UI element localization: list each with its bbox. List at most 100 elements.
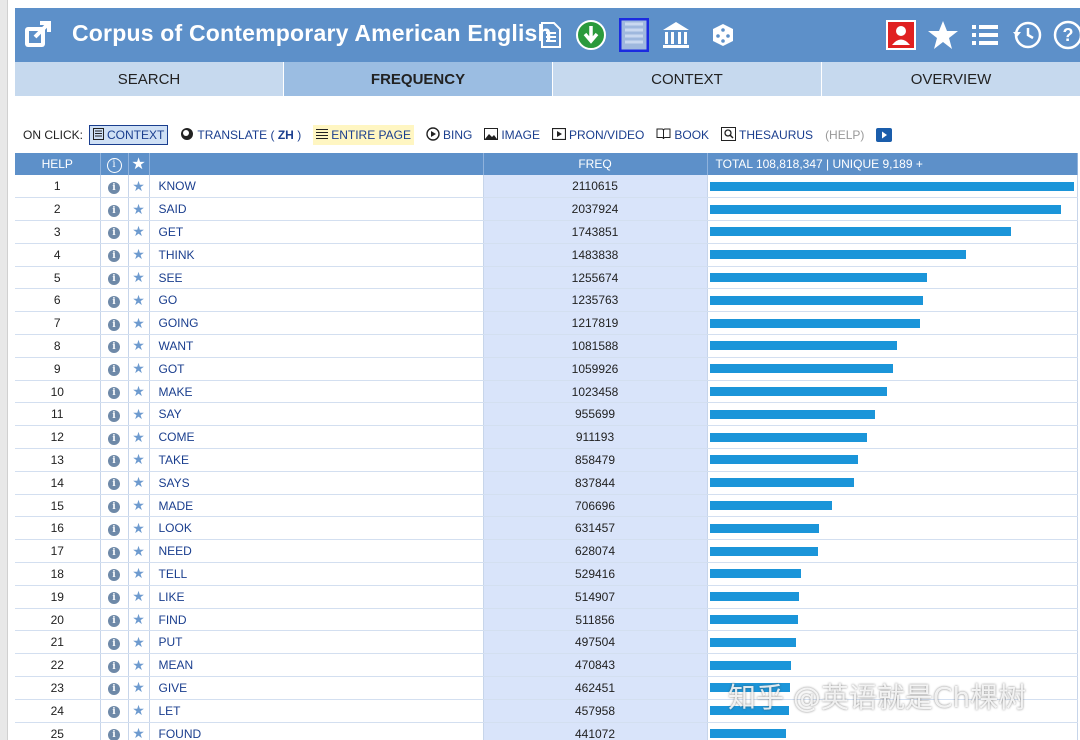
play-icon[interactable]	[876, 125, 893, 145]
image-option[interactable]: IMAGE	[484, 125, 540, 145]
star-icon[interactable]: ★	[132, 633, 145, 650]
star-icon[interactable]: ★	[132, 291, 145, 308]
pron-video-option[interactable]: PRON/VIDEO	[551, 125, 644, 145]
word-link[interactable]: GOING	[149, 311, 484, 336]
info-icon[interactable]: i	[108, 683, 120, 696]
word-link[interactable]: FIND	[149, 608, 484, 632]
table-row[interactable]: 1 i ★ KNOW 2110615	[15, 175, 1078, 199]
info-icon[interactable]: i	[108, 250, 120, 263]
star-icon[interactable]: ★	[132, 497, 145, 514]
star-icon[interactable]: ★	[132, 565, 145, 582]
help-icon[interactable]: ?	[1051, 19, 1080, 51]
word-link[interactable]: WANT	[149, 334, 484, 358]
info-icon[interactable]: i	[108, 501, 120, 514]
table-row[interactable]: 6 i ★ GO 1235763	[15, 288, 1078, 313]
table-row[interactable]: 7 i ★ GOING 1217819	[15, 311, 1078, 336]
info-icon[interactable]: i	[108, 706, 120, 719]
star-icon[interactable]: ★	[132, 223, 145, 240]
star-icon[interactable]: ★	[132, 679, 145, 696]
total-column-header[interactable]: TOTAL 108,818,347 | UNIQUE 9,189 +	[707, 153, 1078, 175]
star-icon[interactable]: ★	[132, 337, 145, 354]
table-row[interactable]: 22 i ★ MEAN 470843	[15, 653, 1078, 678]
table-row[interactable]: 24 i ★ LET 457958	[15, 699, 1078, 723]
star-icon[interactable]: ★	[132, 474, 145, 491]
help-link[interactable]: (HELP)	[825, 128, 865, 142]
word-link[interactable]: THINK	[149, 243, 484, 267]
star-icon[interactable]: ★	[132, 702, 145, 719]
info-icon[interactable]: i	[108, 729, 120, 740]
table-row[interactable]: 14 i ★ SAYS 837844	[15, 471, 1078, 495]
word-link[interactable]: GO	[149, 288, 484, 313]
info-icon[interactable]: i	[108, 295, 120, 308]
word-link[interactable]: GIVE	[149, 676, 484, 700]
table-row[interactable]: 11 i ★ SAY 955699	[15, 402, 1078, 427]
star-icon[interactable]: ★	[132, 269, 145, 286]
star-icon[interactable]: ★	[132, 519, 145, 536]
star-icon[interactable]: ★	[132, 451, 145, 468]
star-icon[interactable]: ★	[132, 314, 145, 331]
table-row[interactable]: 20 i ★ FIND 511856	[15, 608, 1078, 632]
table-row[interactable]: 25 i ★ FOUND 441072	[15, 722, 1078, 740]
history-icon[interactable]	[1011, 19, 1043, 51]
word-link[interactable]: KNOW	[149, 175, 484, 199]
star-icon[interactable]	[927, 19, 959, 51]
info-icon[interactable]: i	[108, 432, 120, 445]
info-icon[interactable]: i	[108, 592, 120, 605]
info-icon[interactable]: i	[108, 387, 120, 400]
info-icon[interactable]: i	[108, 364, 120, 377]
table-row[interactable]: 17 i ★ NEED 628074	[15, 539, 1078, 564]
word-link[interactable]: GOT	[149, 357, 484, 381]
document-icon[interactable]	[535, 19, 567, 51]
thesaurus-option[interactable]: THESAURUS	[721, 125, 813, 145]
context-option[interactable]: CONTEXT	[89, 125, 169, 145]
table-row[interactable]: 23 i ★ GIVE 462451	[15, 676, 1078, 700]
word-link[interactable]: PUT	[149, 630, 484, 655]
user-profile-icon[interactable]	[885, 19, 917, 51]
word-link[interactable]: LET	[149, 699, 484, 723]
info-icon[interactable]: i	[108, 341, 120, 354]
table-row[interactable]: 21 i ★ PUT 497504	[15, 630, 1078, 655]
word-link[interactable]: SAYS	[149, 471, 484, 495]
word-link[interactable]: TELL	[149, 562, 484, 586]
table-row[interactable]: 8 i ★ WANT 1081588	[15, 334, 1078, 358]
info-icon[interactable]: i	[108, 273, 120, 286]
word-link[interactable]: NEED	[149, 539, 484, 564]
texture-icon[interactable]	[618, 18, 650, 52]
star-icon[interactable]: ★	[132, 428, 145, 445]
tab-context[interactable]: CONTEXT	[553, 62, 822, 96]
info-icon[interactable]: i	[108, 615, 120, 628]
table-row[interactable]: 19 i ★ LIKE 514907	[15, 585, 1078, 609]
info-icon[interactable]: i	[108, 569, 120, 582]
table-row[interactable]: 13 i ★ TAKE 858479	[15, 448, 1078, 472]
tab-frequency[interactable]: FREQUENCY	[284, 62, 553, 96]
table-row[interactable]: 5 i ★ SEE 1255674	[15, 266, 1078, 290]
external-link-icon[interactable]	[23, 21, 53, 49]
star-icon[interactable]: ★	[132, 383, 145, 400]
star-icon[interactable]: ★	[132, 177, 145, 194]
table-row[interactable]: 16 i ★ LOOK 631457	[15, 516, 1078, 541]
bing-option[interactable]: BING	[426, 125, 472, 145]
help-column-header[interactable]: HELP	[15, 153, 101, 175]
table-row[interactable]: 2 i ★ SAID 2037924	[15, 197, 1078, 222]
word-link[interactable]: SEE	[149, 266, 484, 290]
info-icon[interactable]: i	[108, 409, 120, 422]
word-link[interactable]: LIKE	[149, 585, 484, 609]
info-icon[interactable]: i	[108, 637, 120, 650]
info-icon[interactable]: i	[108, 181, 120, 194]
star-icon[interactable]: ★	[132, 200, 145, 217]
info-icon[interactable]: i	[108, 523, 120, 536]
word-link[interactable]: GET	[149, 220, 484, 244]
word-link[interactable]: COME	[149, 425, 484, 450]
freq-column-header[interactable]: FREQ	[483, 153, 708, 175]
info-icon[interactable]: i	[108, 204, 120, 217]
word-link[interactable]: SAID	[149, 197, 484, 222]
list-icon[interactable]	[969, 19, 1001, 51]
table-row[interactable]: 18 i ★ TELL 529416	[15, 562, 1078, 586]
translate-lang[interactable]: ZH	[277, 128, 294, 142]
translate-option[interactable]: TRANSLATE ( ZH )	[180, 125, 301, 145]
tab-search[interactable]: SEARCH	[15, 62, 284, 96]
star-icon[interactable]: ★	[132, 405, 145, 422]
download-icon[interactable]	[575, 19, 607, 51]
star-icon[interactable]: ★	[132, 588, 145, 605]
star-icon[interactable]: ★	[132, 360, 145, 377]
